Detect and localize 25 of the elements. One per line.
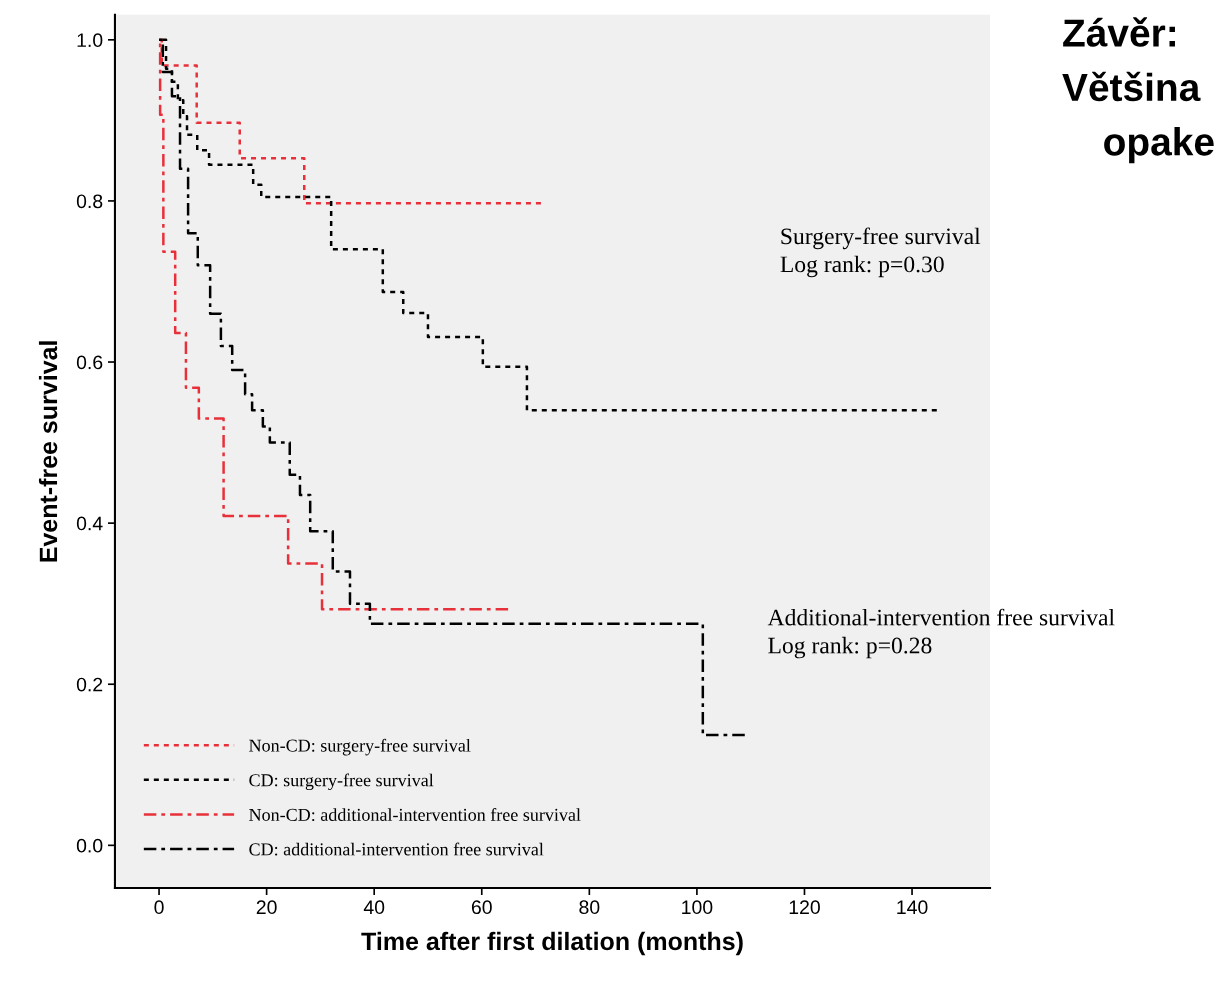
annotation: Surgery-free survival Log rank: p=0.30 [780,227,981,278]
annotation: Additional-intervention free survival Log rank: p=0.28 [767,608,1115,659]
x-axis-title: Time after first dilation (months) [361,931,743,956]
legend-label: CD: surgery-free survival [249,773,434,791]
x-tick-label: 100 [682,900,713,915]
text: opake [1104,127,1214,164]
y-tick-label: 0.0 [76,838,103,853]
x-tick-label: 40 [363,900,385,915]
x-tick-label: 80 [579,900,600,915]
text: Závěr: [1063,17,1175,47]
x-tick-label: 60 [471,900,492,915]
y-axis-title: Event-free survival [38,341,58,562]
y-tick-label: 0.2 [76,677,103,692]
y-tick-label: 0.4 [76,516,103,531]
y-tick-label: 1.0 [77,33,103,48]
text: Většina [1062,71,1201,102]
legend-label: Non-CD: additional-intervention free survival [249,808,581,822]
x-tick-label: 140 [897,900,928,915]
y-tick-label: 0.8 [76,194,103,209]
y-tick-label: 0.6 [76,355,103,370]
legend-label: CD: additional-intervention free survival [249,842,544,856]
x-tick-label: 0 [154,900,164,915]
legend-label: Non-CD: surgery-free survival [249,738,471,756]
x-tick-label: 120 [789,900,820,915]
x-tick-label: 20 [256,900,277,915]
